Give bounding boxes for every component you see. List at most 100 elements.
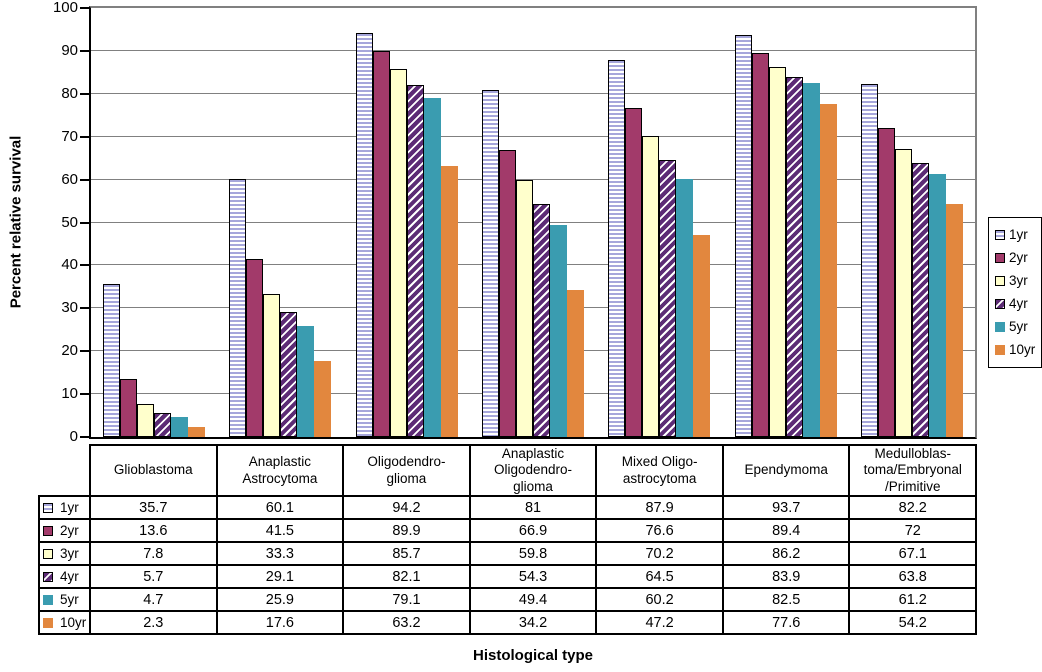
table-value-cell: 83.9 <box>721 566 849 587</box>
legend-swatch-2yr <box>995 252 1005 263</box>
bar-1yr <box>735 35 752 437</box>
y-tick-label: 50 <box>61 214 78 231</box>
table-value-cell: 13.6 <box>139 522 168 539</box>
table-key-label: 4yr <box>60 569 79 584</box>
table-key-swatch-5yr <box>43 594 53 605</box>
bar-1yr <box>103 284 120 437</box>
y-tick-mark <box>80 179 89 181</box>
legend-label: 1yr <box>1009 227 1028 242</box>
table-value-cell: 82.5 <box>721 589 849 610</box>
table-value-cell: 87.9 <box>595 497 722 518</box>
plot-area <box>89 6 977 439</box>
table-value-cell: 54.2 <box>848 612 975 633</box>
bar-10yr <box>946 204 963 437</box>
y-tick-label: 30 <box>61 299 78 316</box>
category-header-cell: Medulloblas- toma/Embryonal /Primitive <box>848 446 975 495</box>
table-value-cell: 70.2 <box>595 543 722 564</box>
table-value-cell: 67.1 <box>848 543 975 564</box>
y-tick-mark <box>80 264 89 266</box>
table-value-cell: 85.7 <box>342 543 469 564</box>
bar-1yr <box>608 60 625 437</box>
bar-2yr <box>246 259 263 437</box>
legend-entry: 4yr <box>995 292 1041 315</box>
bar-1yr <box>356 33 373 437</box>
bar-10yr <box>567 290 584 437</box>
gridline <box>91 50 975 51</box>
table-value-cell: 5.7 <box>143 568 164 585</box>
gridline <box>91 179 975 180</box>
table-value-cell: 89.9 <box>342 520 469 541</box>
y-tick-label: 70 <box>61 128 78 145</box>
bar-1yr <box>229 179 246 437</box>
table-value-cell: 34.2 <box>468 612 596 633</box>
table-value-cell: 64.5 <box>595 566 722 587</box>
table-value-cell: 94.2 <box>342 497 469 518</box>
bar-3yr <box>516 180 533 437</box>
table-key-row: 5yr <box>40 587 89 610</box>
table-value-cell: 59.8 <box>468 543 596 564</box>
y-tick-label: 80 <box>61 85 78 102</box>
table-legend-key-column: 1yr 2yr 3yr 4yr 5yr 10yr <box>38 495 91 635</box>
bar-4yr <box>533 204 550 437</box>
category-header-row: Glioblastoma Anaplastic Astrocytoma Oligod… <box>89 444 977 497</box>
table-value-cell: 2.3 <box>143 614 164 631</box>
bar-10yr <box>693 235 710 437</box>
legend-label: 10yr <box>1009 342 1036 357</box>
y-tick-mark <box>80 393 89 395</box>
legend: 1yr 2yr 3yr 4yr 5yr 10yr <box>988 217 1042 368</box>
category-header-cell: Anaplastic Oligodendro- glioma <box>468 446 596 495</box>
table-key-label: 10yr <box>60 615 87 630</box>
legend-entry: 5yr <box>995 315 1041 338</box>
table-key-label: 1yr <box>60 500 79 515</box>
table-value-cell: 49.4 <box>468 589 596 610</box>
table-key-row: 3yr <box>40 541 89 564</box>
table-value-cell: 82.2 <box>848 497 975 518</box>
table-value-cell: 60.1 <box>215 497 343 518</box>
y-tick-label: 0 <box>69 428 78 445</box>
table-row: 35.7 60.1 94.2 81 87.9 93.7 82.2 <box>91 497 975 518</box>
y-tick-mark <box>80 436 89 438</box>
legend-swatch-5yr <box>995 321 1005 332</box>
bar-1yr <box>482 90 499 437</box>
bar-2yr <box>120 379 137 437</box>
table-row: 7.8 33.3 85.7 59.8 70.2 86.2 67.1 <box>91 541 975 564</box>
y-tick-mark <box>80 350 89 352</box>
table-value-cell: 54.3 <box>468 566 596 587</box>
table-value-cell: 82.1 <box>342 566 469 587</box>
table-value-cell: 4.7 <box>143 591 164 608</box>
y-tick-label: 100 <box>52 0 78 16</box>
legend-entry: 3yr <box>995 269 1041 292</box>
table-row: 5.7 29.1 82.1 54.3 64.5 83.9 63.8 <box>91 564 975 587</box>
table-value-cell: 89.4 <box>721 520 849 541</box>
table-value-cell: 41.5 <box>215 520 343 541</box>
bar-5yr <box>424 98 441 437</box>
bar-5yr <box>676 179 693 437</box>
table-value-cell: 25.9 <box>215 589 343 610</box>
bar-10yr <box>314 361 331 437</box>
bar-4yr <box>407 85 424 437</box>
legend-swatch-4yr <box>995 298 1005 309</box>
table-value-cell: 93.7 <box>721 497 849 518</box>
y-axis-title: Percent relative survival <box>7 135 25 309</box>
table-value-cell: 35.7 <box>139 499 168 516</box>
table-value-cell: 77.6 <box>721 612 849 633</box>
legend-entry: 2yr <box>995 246 1041 269</box>
bar-3yr <box>642 136 659 437</box>
gridline <box>91 93 975 94</box>
legend-label: 2yr <box>1009 250 1028 265</box>
y-tick-label: 60 <box>61 171 78 188</box>
category-header-cell: Ependymoma <box>721 446 849 495</box>
legend-swatch-3yr <box>995 275 1005 286</box>
table-key-swatch-3yr <box>43 548 53 559</box>
table-row: 13.6 41.5 89.9 66.9 76.6 89.4 72 <box>91 518 975 541</box>
table-key-label: 3yr <box>60 546 79 561</box>
bar-3yr <box>390 69 407 437</box>
table-key-label: 5yr <box>60 592 79 607</box>
y-tick-label: 20 <box>61 342 78 359</box>
bar-4yr <box>154 413 171 437</box>
table-value-cell: 76.6 <box>595 520 722 541</box>
table-value-cell: 17.6 <box>215 612 343 633</box>
y-tick-mark <box>80 136 89 138</box>
table-key-swatch-2yr <box>43 525 53 536</box>
